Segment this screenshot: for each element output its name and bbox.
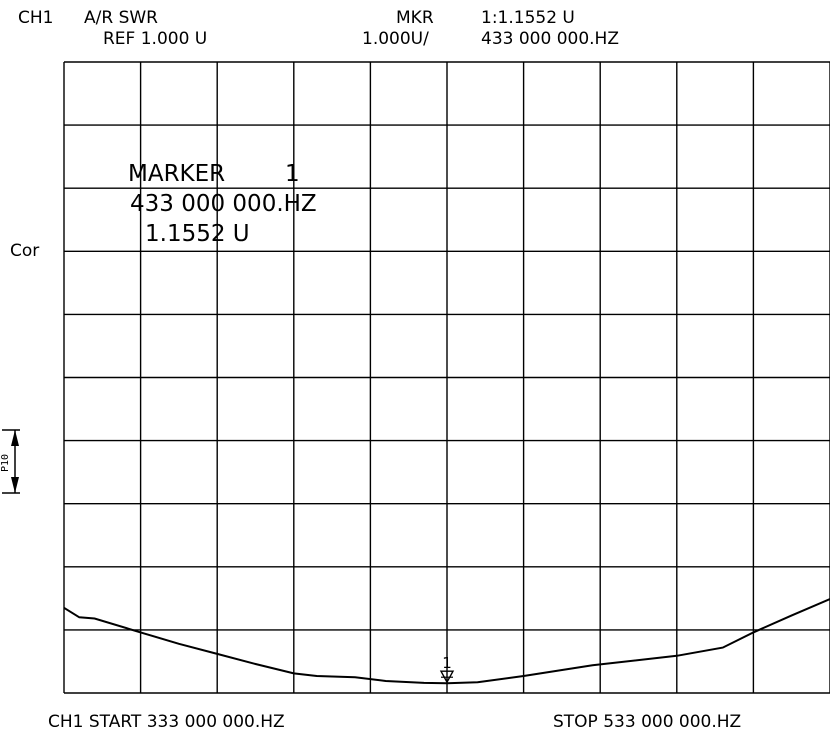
marker-reading: 1:1.1552 U [481, 8, 575, 28]
marker-box-number: 1 [285, 161, 300, 187]
start-frequency: CH1 START 333 000 000.HZ [48, 712, 285, 732]
marker-number-label: 1 [442, 654, 452, 672]
reference-pointer-label: P10 [0, 454, 11, 472]
stop-frequency: STOP 533 000 000.HZ [553, 712, 742, 732]
reference-pointer [2, 429, 20, 494]
marker-box-title: MARKER [128, 161, 226, 187]
graticule [63, 61, 830, 694]
reference-value: REF 1.000 U [103, 29, 208, 49]
swr-trace [63, 598, 830, 685]
marker-frequency: 433 000 000.HZ [481, 29, 619, 49]
marker-box-frequency: 433 000 000.HZ [130, 191, 317, 217]
correction-indicator: Cor [10, 241, 40, 261]
channel-label: CH1 [18, 8, 54, 28]
marker-1-symbol: 1 [439, 654, 455, 684]
marker-label: MKR [396, 8, 434, 28]
scale-per-division: 1.000U/ [362, 29, 429, 49]
measurement-format: A/R SWR [84, 8, 158, 28]
marker-box-value: 1.1552 U [145, 221, 250, 247]
